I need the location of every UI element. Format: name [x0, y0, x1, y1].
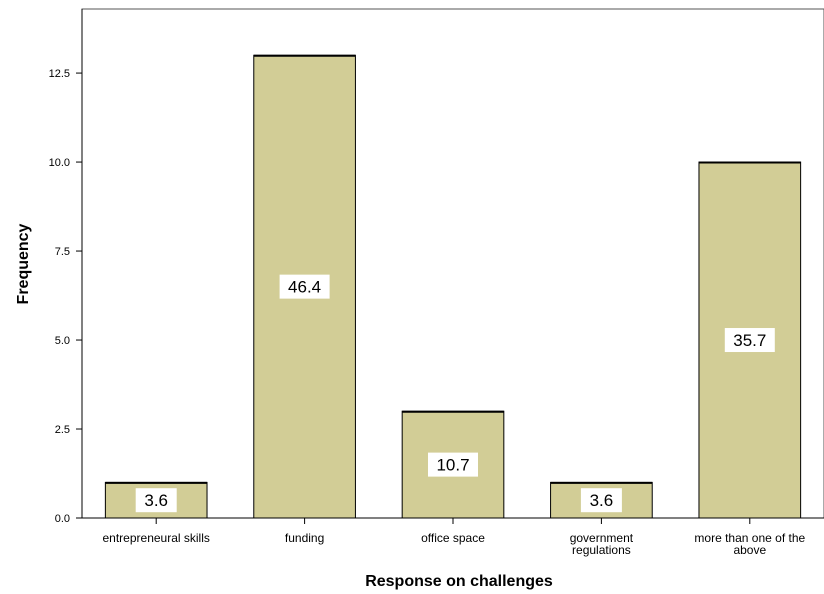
x-tick-label-line: office space — [421, 531, 485, 545]
data-label: 3.6 — [590, 491, 614, 510]
x-tick-label: government regulations — [570, 531, 634, 557]
x-tick-label: more than one of the above — [694, 531, 805, 557]
data-label-box — [428, 452, 478, 477]
y-axis-title: Frequency — [15, 223, 32, 304]
data-labels-group: 3.6 46.4 10.7 3.6 35.7 — [135, 274, 775, 513]
y-tick-label: 2.5 — [55, 424, 70, 436]
y-tick-label: 12.5 — [49, 68, 70, 80]
y-tick-label: 5.0 — [55, 335, 70, 347]
data-label-box — [724, 328, 775, 353]
data-label: 3.6 — [144, 491, 168, 510]
x-tick-label: entrepreneural skills — [103, 531, 210, 545]
x-tick-label-line: funding — [285, 531, 324, 545]
x-axis-title: Response on challenges — [365, 573, 553, 590]
data-label: 10.7 — [436, 456, 469, 475]
x-tick-label: funding — [285, 531, 324, 545]
x-tick-label-line: entrepreneural skills — [103, 531, 210, 545]
bars-group — [104, 54, 802, 519]
y-tick-label: 7.5 — [55, 246, 70, 258]
y-tick-label: 10.0 — [49, 157, 70, 169]
x-tick-label-line: above — [733, 543, 766, 557]
y-tick-label: 0.0 — [55, 513, 70, 525]
data-label: 35.7 — [733, 331, 766, 350]
x-tick-label-line: regulations — [572, 543, 631, 557]
x-tick-label-line: more than one of the — [694, 531, 805, 545]
data-label-box — [580, 488, 622, 513]
data-label-box — [135, 488, 177, 513]
x-tick-label: office space — [421, 531, 485, 545]
x-tick-label-line: government — [570, 531, 634, 545]
x-ticks-group: entrepreneural skills funding office space… — [82, 517, 824, 557]
data-label-box — [279, 274, 330, 299]
data-label: 46.4 — [288, 278, 321, 297]
y-ticks-group: 0.0 2.5 5.0 7.5 10.0 12.5 — [49, 9, 83, 525]
